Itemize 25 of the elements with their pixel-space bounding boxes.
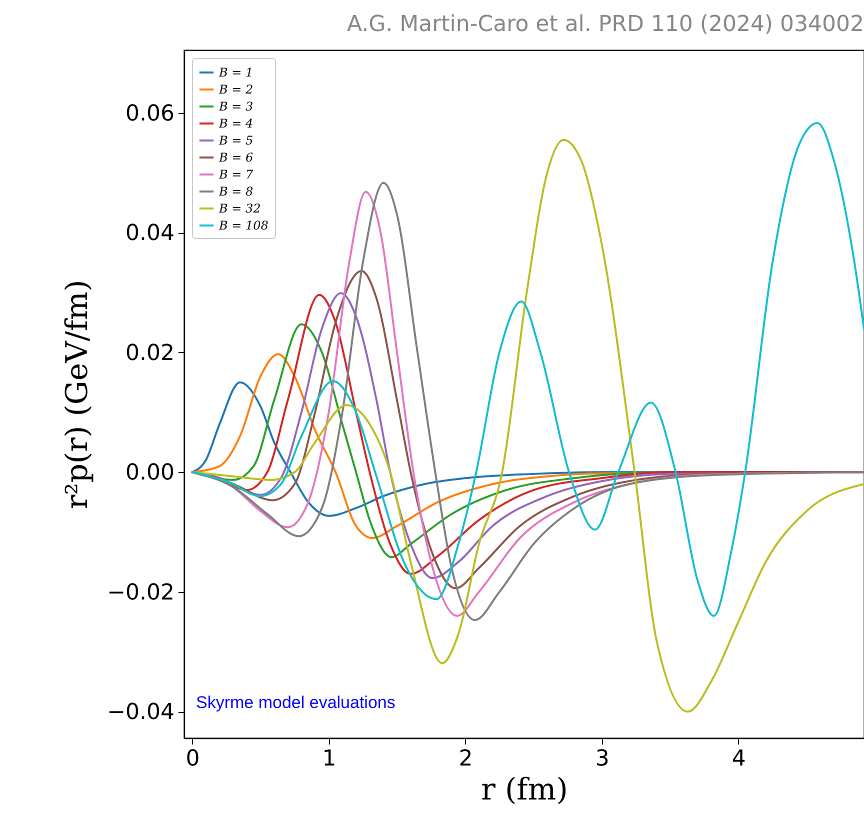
x-tick-label: 2 (458, 746, 473, 772)
legend-label: B = 3 (218, 100, 254, 114)
legend-label: B = 7 (218, 168, 254, 182)
legend-label: B = 4 (218, 116, 254, 130)
x-tick-label: 1 (322, 746, 336, 772)
legend-label: B = 32 (218, 202, 261, 216)
y-axis-title: r²p(r) (GeV/fm) (60, 280, 96, 510)
y-tick-label: −0.02 (107, 580, 174, 606)
legend-label: B = 1 (218, 66, 254, 80)
annotation: Skyrme model evaluations (196, 693, 396, 712)
x-tick-label: 3 (595, 746, 610, 772)
x-axis-title: r (fm) (481, 772, 568, 808)
legend-label: B = 108 (218, 218, 269, 232)
x-tick-label: 0 (186, 746, 200, 772)
legend-label: B = 6 (218, 150, 254, 164)
x-tick-label: 4 (732, 746, 746, 772)
legend-label: B = 5 (218, 134, 254, 148)
legend-label: B = 2 (218, 82, 254, 96)
y-tick-label: 0.02 (126, 340, 174, 366)
y-tick-label: 0.00 (126, 460, 174, 486)
y-tick-label: 0.04 (126, 221, 174, 246)
y-tick-label: −0.04 (107, 700, 174, 726)
y-tick-label: 0.06 (126, 101, 174, 126)
legend-label: B = 8 (218, 184, 254, 198)
chart-title: A.G. Martin-Caro et al. PRD 110 (2024) 034002 (346, 12, 864, 37)
